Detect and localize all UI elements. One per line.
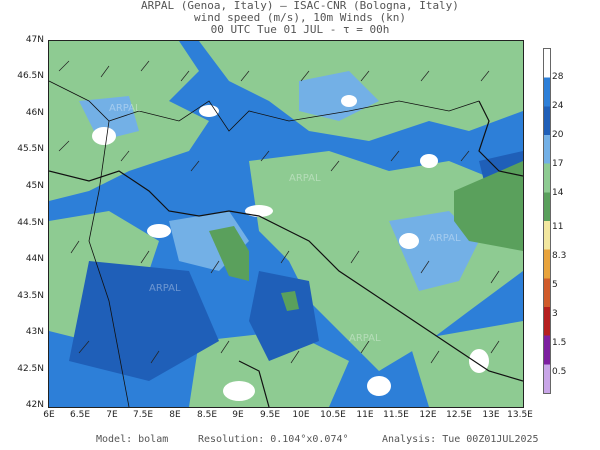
colorbar-label: 14 [552,188,564,198]
lat-label: 42.5N [17,364,44,374]
lat-label: 44.5N [17,218,44,228]
header-title: ARPAL (Genoa, Italy) — ISAC-CNR (Bologna… [141,0,459,12]
lon-label: 7.5E [133,410,153,420]
lon-label: 9.5E [260,410,280,420]
lon-label: 8.5E [197,410,217,420]
lat-label: 45.5N [17,144,44,154]
lon-label: 11.5E [383,410,409,420]
footer-resolution: Resolution: 0.104°x0.074° [198,434,349,445]
lat-label: 45N [25,181,44,191]
wind-barbs [58,60,500,364]
lon-label: 8E [169,410,181,420]
lat-label: 46.5N [17,71,44,81]
lon-label: 6.5E [70,410,90,420]
lon-label: 12E [419,410,437,420]
header-time: 00 UTC Tue 01 JUL - τ = 00h [210,23,390,36]
svg-text:ARPAL: ARPAL [289,173,321,184]
lon-label: 12.5E [446,410,472,420]
watermark: ARPAL ARPAL ARPAL ARPAL ARPAL [109,103,461,344]
colorbar-label: 5 [552,280,558,290]
lat-label: 44N [25,254,44,264]
wind-speed-shading [49,41,523,407]
lon-label: 7E [106,410,118,420]
colorbar-label: 0.5 [552,367,567,377]
colorbar-label: 24 [552,101,564,111]
colorbar-label: 3 [552,309,558,319]
wind-field-svg: ARPAL ARPAL ARPAL ARPAL ARPAL [49,41,523,407]
colorbar-label: 28 [552,72,564,82]
coastlines [49,100,523,407]
lon-label: 13.5E [507,410,533,420]
lat-label: 46N [25,108,44,118]
colorbar-label: 17 [552,159,564,169]
svg-text:ARPAL: ARPAL [149,283,181,294]
lon-label: 11E [356,410,374,420]
lon-label: 6E [43,410,55,420]
borders [49,80,480,407]
footer-model: Model: bolam [96,434,169,445]
lat-label: 47N [25,35,44,45]
colorbar-label: 20 [552,130,564,140]
svg-text:ARPAL: ARPAL [109,103,141,114]
lon-label: 9E [232,410,244,420]
footer-analysis: Analysis: Tue 00Z01JUL2025 [382,434,539,445]
lon-label: 10E [292,410,310,420]
colorbar-label: 1.5 [552,338,567,348]
lon-label: 13E [482,410,500,420]
lat-label: 43.5N [17,291,44,301]
svg-text:ARPAL: ARPAL [429,233,461,244]
wind-speed-colorbar [543,48,551,394]
lat-label: 43N [25,327,44,337]
colorbar-label: 8.3 [552,251,567,261]
svg-text:ARPAL: ARPAL [349,333,381,344]
header-variable: wind speed (m/s), 10m Winds (kn) [194,11,406,24]
wind-map: ARPAL ARPAL ARPAL ARPAL ARPAL [48,40,524,408]
lon-label: 10.5E [320,410,346,420]
colorbar-label: 11 [552,222,564,232]
map-header: ARPAL (Genoa, Italy) — ISAC-CNR (Bologna… [0,0,600,36]
lat-label: 42N [25,400,44,410]
